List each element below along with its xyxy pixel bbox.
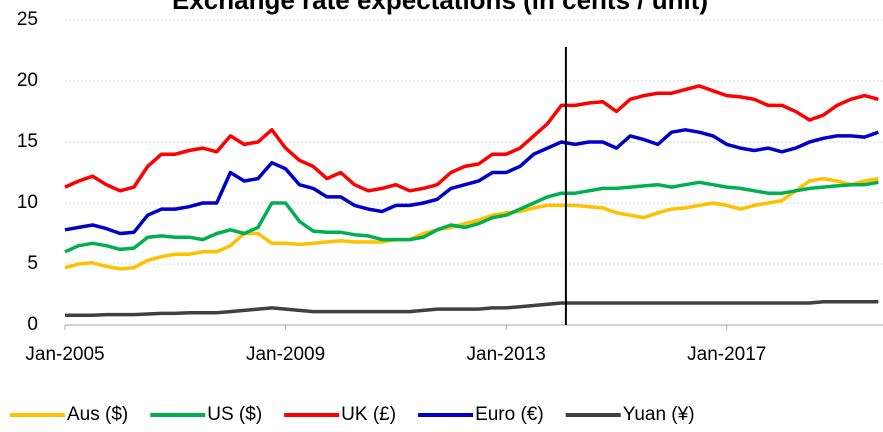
legend-label: Euro (€) [475, 404, 544, 425]
x-tick-label: Jan-2013 [467, 344, 546, 365]
series-line [64, 176, 879, 271]
legend-label: US ($) [207, 404, 262, 425]
legend-label: Yuan (¥) [623, 404, 695, 425]
legend-label: Aus ($) [67, 404, 128, 425]
series-line [64, 180, 879, 254]
series-line [65, 300, 879, 317]
y-tick-label: 20 [17, 70, 38, 91]
x-tick-label: Jan-2017 [687, 344, 766, 365]
y-tick-label: 15 [17, 131, 38, 152]
x-tick-label: Jan-2009 [246, 344, 325, 365]
y-tick-label: 25 [17, 9, 38, 30]
series-line [64, 84, 879, 193]
series-line [64, 128, 879, 236]
y-tick-label: 5 [27, 253, 38, 274]
x-tick-label: Jan-2005 [25, 344, 104, 365]
chart-title: Exchange rate expectations (in cents / u… [172, 0, 708, 15]
y-tick-label: 0 [27, 314, 38, 335]
y-tick-label: 10 [17, 192, 38, 213]
legend-label: UK (£) [341, 404, 396, 425]
